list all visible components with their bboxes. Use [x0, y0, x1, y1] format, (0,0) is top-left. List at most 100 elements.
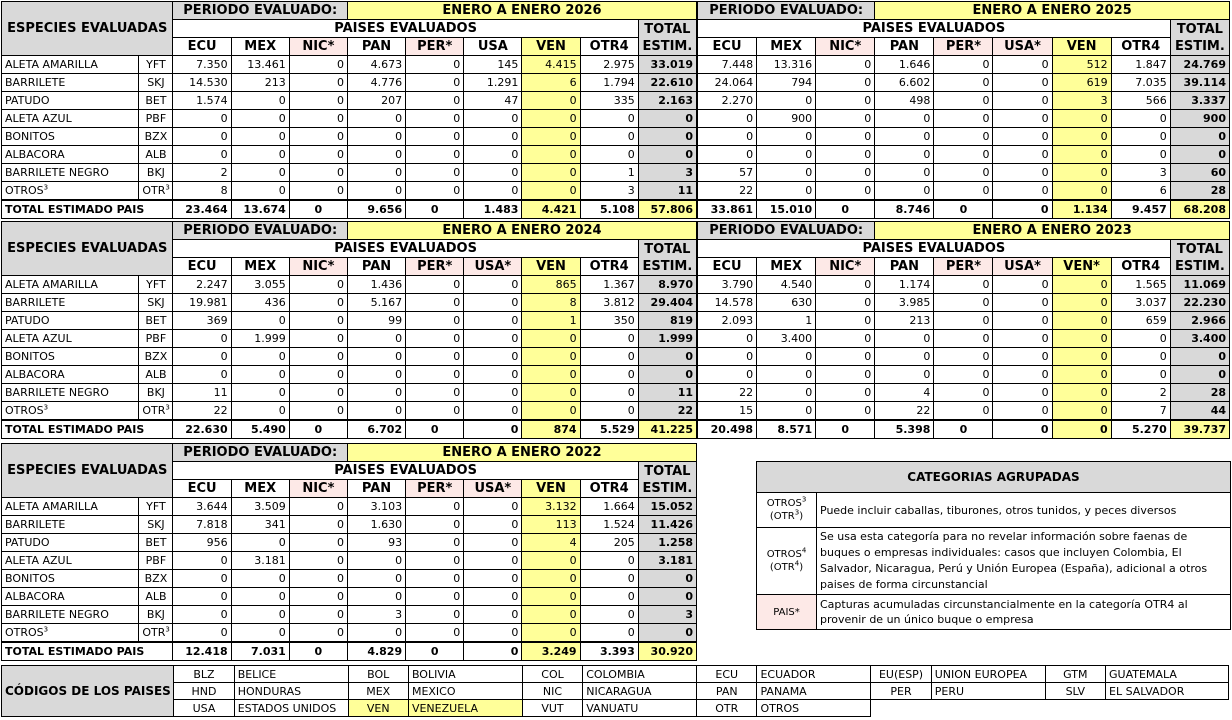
- cell-value: 0: [756, 181, 817, 201]
- species-name: OTROS3: [0, 401, 139, 421]
- cell-value: 0: [405, 145, 465, 164]
- cell-value: 0: [756, 383, 817, 402]
- col-ecu: ECU: [696, 37, 758, 56]
- table-row: 3.790 4.540 0 1.174 0 0 0 1.565 11.069: [696, 275, 1231, 294]
- cell-value: 0: [405, 275, 465, 294]
- species-code: YFT: [138, 55, 174, 74]
- cell-value: 0: [288, 365, 348, 384]
- cell-value: 0: [346, 145, 407, 164]
- cell-value: 0: [815, 145, 876, 164]
- country-code: BOL: [347, 665, 409, 683]
- cell-value: 0: [230, 365, 290, 384]
- cell-value: 0: [172, 365, 232, 384]
- cell-value: 0: [637, 587, 698, 606]
- cell-value: 7.448: [696, 55, 758, 74]
- cell-value: 4.776: [346, 73, 407, 92]
- cell-value: 15.052: [637, 497, 698, 516]
- cell-value: 22: [637, 401, 698, 421]
- cell-value: 335: [579, 91, 639, 110]
- table-2023: PERIODO EVALUADO: ENERO A ENERO 2023 PAISE…: [696, 221, 1231, 439]
- cell-value: 566: [1110, 91, 1171, 110]
- cell-value: 0: [815, 293, 876, 312]
- cell-value: 0: [346, 383, 407, 402]
- col-ecu: ECU: [172, 257, 232, 276]
- cell-value: 28: [1169, 181, 1231, 201]
- cell-value: 3.181: [230, 551, 290, 570]
- species-code: BET: [138, 533, 174, 552]
- species-code: BET: [138, 311, 174, 330]
- cell-value: 0: [521, 569, 581, 588]
- cell-value: 0: [637, 623, 698, 643]
- col-ven: VEN: [1051, 37, 1112, 56]
- country-name: COLOMBIA: [582, 665, 698, 683]
- cell-value: 0: [463, 551, 523, 570]
- cell-value: 0: [1051, 383, 1112, 402]
- species-name: ALETA AZUL: [0, 109, 140, 128]
- cell-value: 0: [288, 533, 348, 552]
- cell-value: 213: [230, 73, 290, 92]
- cell-value: 47: [463, 91, 523, 110]
- cell-value: 0: [346, 109, 407, 128]
- col-ven-star: VEN*: [1051, 257, 1112, 276]
- total-value: 0: [288, 419, 348, 439]
- table-row: BONITOS BZX 0 0 0 0 0 0 0 0 0: [0, 127, 698, 146]
- country-name: BELICE: [233, 665, 349, 683]
- legend-otros4-label: OTROS4 (OTR4): [756, 527, 817, 595]
- species-name: PATUDO: [0, 311, 140, 330]
- cell-value: 0: [405, 365, 465, 384]
- cell-value: 0: [346, 569, 407, 588]
- cell-value: 0: [288, 73, 348, 92]
- legend-otros3-label: OTROS3 (OTR3): [756, 492, 817, 528]
- table-row: BONITOS BZX 0 0 0 0 0 0 0 0 0: [0, 347, 698, 366]
- col-per-star: PER*: [405, 479, 465, 498]
- legend-otros3-text: Puede incluir caballas, tiburones, otros…: [816, 492, 1231, 528]
- cell-value: 436: [230, 293, 290, 312]
- species-name: BARRILETE: [0, 73, 140, 92]
- species-name: BARRILETE: [0, 293, 140, 312]
- cell-value: 0: [463, 365, 523, 384]
- col-ven: VEN: [521, 37, 581, 56]
- cell-value: 7.035: [1110, 73, 1171, 92]
- cell-value: 6.602: [874, 73, 935, 92]
- cell-value: 1.574: [172, 91, 232, 110]
- country-name: EL SALVADOR: [1105, 682, 1229, 700]
- cell-value: 0: [815, 383, 876, 402]
- especies-header: ESPECIES EVALUADAS: [0, 221, 174, 276]
- cell-value: 3.337: [1169, 91, 1231, 110]
- table-2022: ESPECIES EVALUADAS PERIODO EVALUADO: ENERO…: [0, 443, 698, 661]
- cell-value: 0: [1110, 127, 1171, 146]
- table-row: ALETA AMARILLA YFT 2.247 3.055 0 1.436 0 0 865 1.…: [0, 275, 698, 294]
- cell-value: 7.818: [172, 515, 232, 534]
- species-name: ALETA AZUL: [0, 551, 140, 570]
- total-value: 41.225: [637, 419, 698, 439]
- cell-value: 0: [405, 293, 465, 312]
- cell-value: 0: [696, 329, 758, 348]
- cell-value: 0: [815, 181, 876, 201]
- total-value: 5.490: [230, 419, 290, 439]
- cell-value: 0: [463, 347, 523, 366]
- country-code: VUT: [521, 699, 584, 717]
- paises-header: PAISES EVALUADOS: [172, 19, 639, 38]
- cell-value: 0: [405, 569, 465, 588]
- cell-value: 0: [579, 605, 639, 624]
- cell-value: 0: [172, 569, 232, 588]
- cell-value: 0: [815, 127, 876, 146]
- cell-value: 0: [1169, 365, 1231, 384]
- cell-value: 24.064: [696, 73, 758, 92]
- legend-panel: CATEGORIAS AGRUPADAS OTROS3 (OTR3) Puede…: [756, 461, 1231, 630]
- col-otr4: OTR4: [579, 257, 639, 276]
- col-pan: PAN: [346, 37, 407, 56]
- cell-value: 0: [815, 73, 876, 92]
- cell-value: 0: [815, 163, 876, 182]
- cell-value: 3.132: [521, 497, 581, 516]
- cell-value: 0: [1051, 311, 1112, 330]
- country-name: HONDURAS: [233, 682, 349, 700]
- cell-value: 4.673: [346, 55, 407, 74]
- cell-value: 0: [346, 181, 407, 201]
- species-code: SKJ: [138, 293, 174, 312]
- cell-value: 0: [346, 587, 407, 606]
- cell-value: 0: [463, 311, 523, 330]
